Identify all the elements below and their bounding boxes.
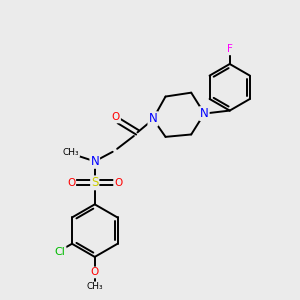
Text: N: N (148, 112, 158, 125)
Text: N: N (148, 112, 158, 125)
Text: S: S (91, 176, 98, 189)
Text: O: O (91, 267, 99, 278)
Text: F: F (227, 44, 233, 54)
Text: N: N (90, 155, 99, 168)
Text: Cl: Cl (55, 247, 66, 257)
Text: O: O (67, 178, 75, 188)
Text: CH₃: CH₃ (86, 282, 103, 291)
Text: O: O (112, 112, 120, 122)
Text: N: N (200, 107, 209, 120)
Text: CH₃: CH₃ (63, 148, 79, 157)
Text: O: O (114, 178, 122, 188)
